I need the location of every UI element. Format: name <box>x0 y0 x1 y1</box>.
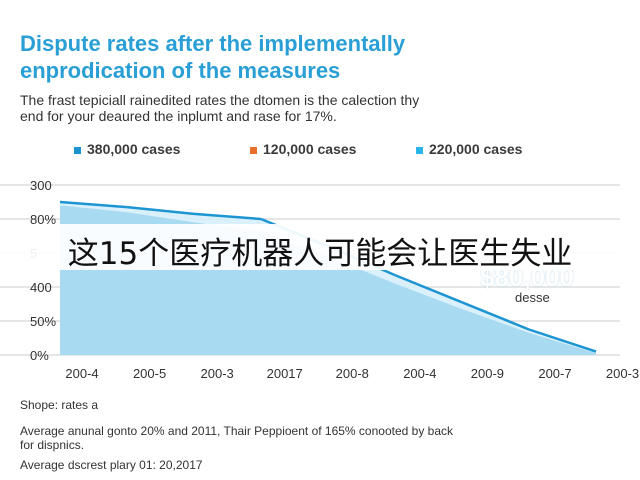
legend-swatch-2 <box>250 146 257 154</box>
legend-label-2: 120,000 cases <box>263 141 357 157</box>
chart-subtitle: The frast tepiciall rainedited rates the… <box>20 92 620 124</box>
x-tick-label-4: 200-8 <box>336 366 369 381</box>
caption-overlay-text: 这15个医疗机器人可能会让医生失业 <box>67 236 573 272</box>
title-line-1: Dispute rates after the implementally <box>20 31 406 56</box>
legend-item-3: 220,000 cases <box>416 141 522 157</box>
legend-label-3: 220,000 cases <box>429 141 523 157</box>
chart-title: Dispute rates after the implementally en… <box>20 30 620 84</box>
footer-note-line-1: Average anunal gonto 20% and 2011, Thair… <box>20 424 453 438</box>
x-tick-label-3: 20017 <box>267 366 303 381</box>
series-line-segment-7 <box>461 301 530 331</box>
series-line-segment-8 <box>528 328 597 353</box>
annotation-label: desse <box>515 290 550 305</box>
footer-source: Shope: rates a <box>20 398 99 412</box>
subtitle-line-1: The frast tepiciall rainedited rates the… <box>20 92 420 108</box>
series-line-segment-3 <box>193 212 262 221</box>
y-tick-label-1: 80% <box>30 212 56 227</box>
y-tick-label-0: 300 <box>30 178 52 193</box>
legend-item-1: 380,000 cases <box>74 141 180 157</box>
y-tick-label-4: 50% <box>30 314 56 329</box>
x-tick-label-8: 200-3 <box>606 366 639 381</box>
title-line-2: enprodication of the measures <box>20 58 341 83</box>
x-tick-label-0: 200-4 <box>65 366 98 381</box>
footer-date: Average dscrest plary 01: 20,2017 <box>20 458 203 472</box>
y-tick-label-5: 0% <box>30 348 49 363</box>
legend-swatch-1 <box>74 146 81 154</box>
x-tick-label-2: 200-3 <box>201 366 234 381</box>
x-tick-label-6: 200-9 <box>471 366 504 381</box>
subtitle-line-2: end for your deaured the inplumt and ras… <box>20 108 337 124</box>
series-line-segment-1 <box>59 200 128 209</box>
x-tick-label-5: 200-4 <box>403 366 436 381</box>
legend-swatch-3 <box>416 146 423 154</box>
legend-label-1: 380,000 cases <box>87 141 181 157</box>
caption-overlay-band <box>0 224 640 270</box>
series-line-segment-2 <box>126 205 195 216</box>
series-line-segment-6 <box>394 273 463 304</box>
x-tick-labels: 200-4 200-5 200-3 20017 200-8 200-4 200-9 200-7… <box>65 366 639 381</box>
y-tick-label-3: 400 <box>30 280 52 295</box>
x-tick-label-7: 200-7 <box>538 366 571 381</box>
x-tick-label-1: 200-5 <box>133 366 166 381</box>
footer-note-line-2: for dispnics. <box>20 438 85 452</box>
legend-item-2: 120,000 cases <box>250 141 356 157</box>
